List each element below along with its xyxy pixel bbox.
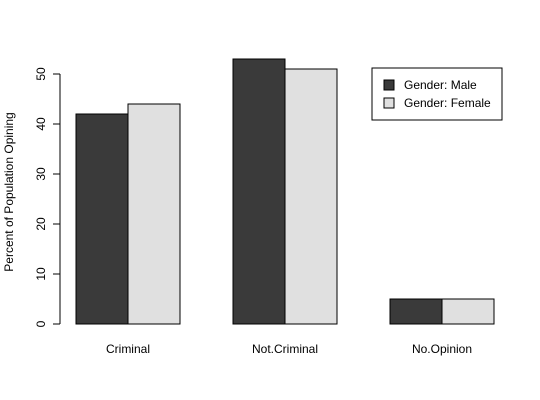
category-label: Criminal	[106, 342, 150, 356]
bar	[75, 113, 129, 325]
y-axis: 0 10 20 30 40 50	[34, 67, 61, 327]
bar	[389, 298, 443, 325]
bar	[232, 58, 286, 325]
legend-swatch	[383, 97, 395, 109]
y-tick-label: 20	[34, 217, 48, 231]
legend-label: Gender: Female	[404, 96, 491, 110]
legend-label: Gender: Male	[404, 78, 477, 92]
legend: Gender: Male Gender: Female	[371, 67, 503, 121]
y-tick-label: 10	[34, 267, 48, 281]
category-label: No.Opinion	[412, 342, 472, 356]
y-tick-label: 30	[34, 167, 48, 181]
legend-box	[371, 67, 503, 121]
y-tick-label: 50	[34, 67, 48, 81]
bar	[284, 68, 338, 325]
legend-swatch	[383, 79, 395, 91]
bar	[441, 298, 495, 325]
y-axis-label: Percent of Population Opining	[2, 112, 16, 271]
y-tick-label: 40	[34, 117, 48, 131]
bar	[127, 103, 181, 325]
category-label: Not.Criminal	[252, 342, 318, 356]
y-tick-label: 0	[34, 320, 48, 327]
category-labels: Criminal Not.Criminal No.Opinion	[106, 342, 472, 356]
bars-group	[75, 58, 495, 325]
